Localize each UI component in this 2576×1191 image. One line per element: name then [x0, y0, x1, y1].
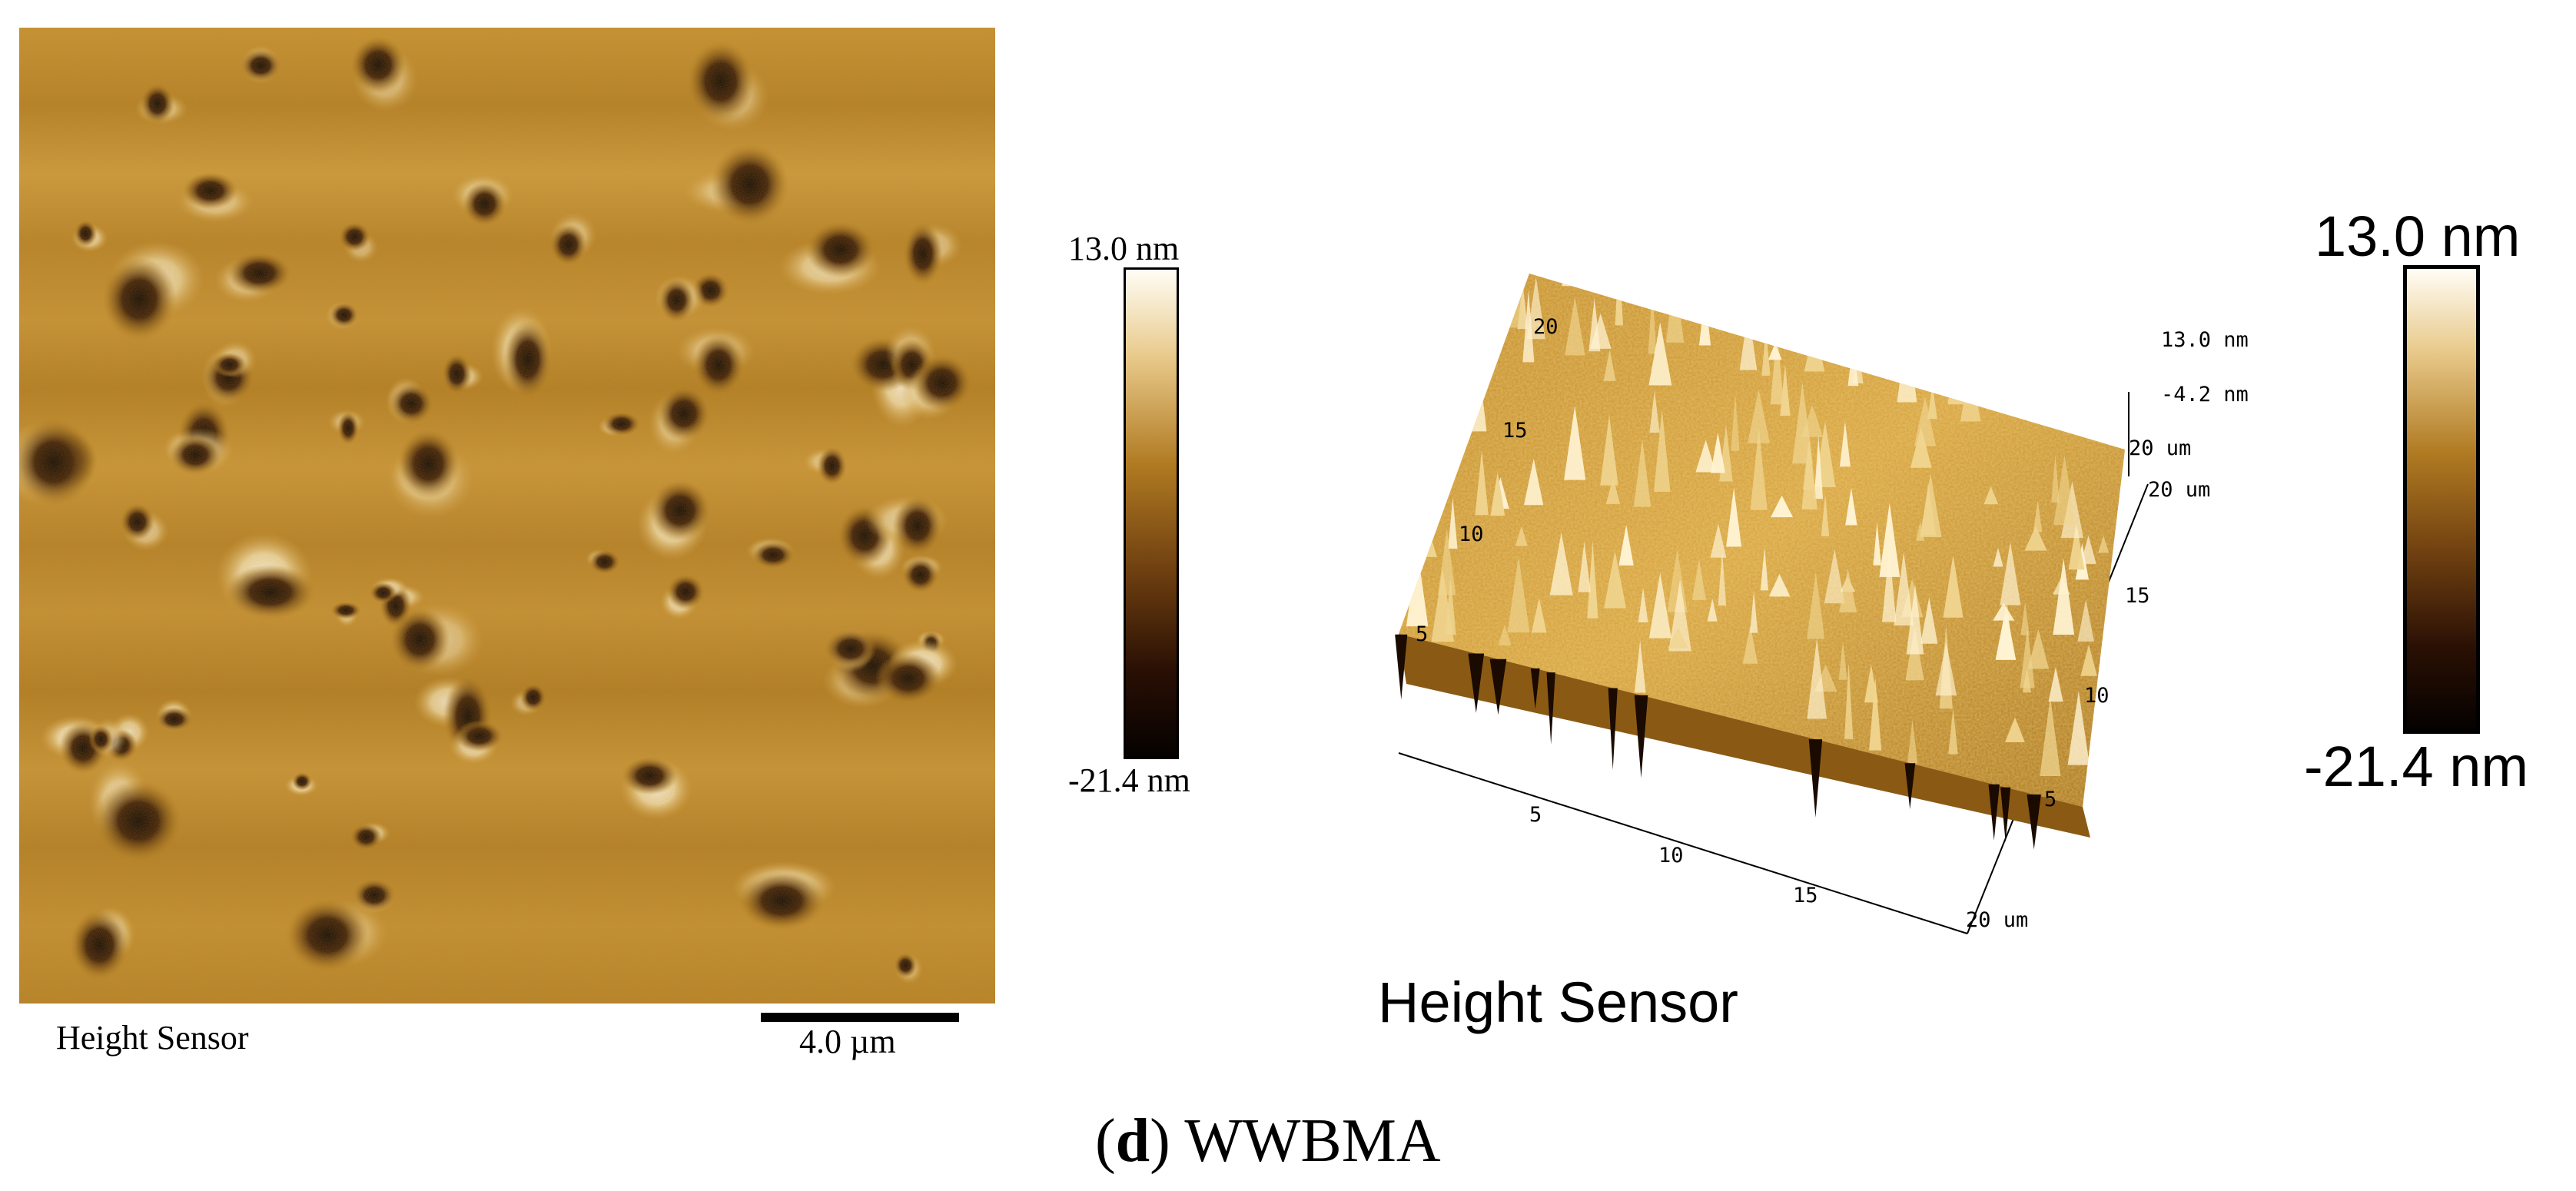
left-colorbar	[1124, 267, 1179, 759]
right-colorbar-max-label: 13.0 nm	[2315, 204, 2521, 268]
left-axis-tick-5: 5	[1416, 622, 1429, 646]
z-axis-top-label: 13.0 nm	[2161, 328, 2249, 352]
front-axis-tick-10: 10	[1658, 844, 1684, 868]
scale-bar-label: 4.0 µm	[799, 1023, 896, 1060]
corner-label-front-x: 20 um	[1966, 908, 2029, 932]
front-axis-tick-15: 15	[1793, 884, 1818, 907]
afm-height-3d-surface	[1395, 274, 2149, 934]
left-colorbar-max-label: 13.0 nm	[1068, 230, 1180, 267]
figure-label-open: (	[1095, 1107, 1116, 1175]
right-colorbar	[2403, 265, 2480, 734]
front-axis-tick-5: 5	[1529, 803, 1542, 827]
left-axis-tick-15: 15	[1502, 419, 1528, 443]
figure-label-name: WWBMA	[1184, 1107, 1441, 1175]
left-axis-tick-10: 10	[1459, 523, 1484, 546]
right-axis-tick-15: 15	[2125, 584, 2150, 608]
z-axis-mid-label: -4.2 nm	[2161, 383, 2249, 406]
afm-height-2d-map	[19, 28, 995, 1004]
corner-label-back-x: 20 um	[2148, 478, 2211, 502]
scale-bar	[761, 1013, 959, 1022]
corner-label-back-y: 20 um	[2129, 436, 2192, 460]
left-caption: Height Sensor	[56, 1019, 249, 1057]
right-colorbar-min-label: -21.4 nm	[2304, 735, 2529, 798]
right-axis-tick-10: 10	[2084, 684, 2110, 708]
front-axis-line	[1398, 752, 1968, 934]
figure-label: (d) WWBMA	[1095, 1106, 1441, 1176]
left-colorbar-min-label: -21.4 nm	[1068, 761, 1190, 799]
figure-label-letter: d	[1115, 1107, 1150, 1175]
figure-label-close: )	[1150, 1107, 1170, 1175]
right-axis-tick-5: 5	[2044, 788, 2057, 811]
left-axis-tick-20: 20	[1533, 315, 1559, 339]
right-caption: Height Sensor	[1378, 970, 1738, 1034]
